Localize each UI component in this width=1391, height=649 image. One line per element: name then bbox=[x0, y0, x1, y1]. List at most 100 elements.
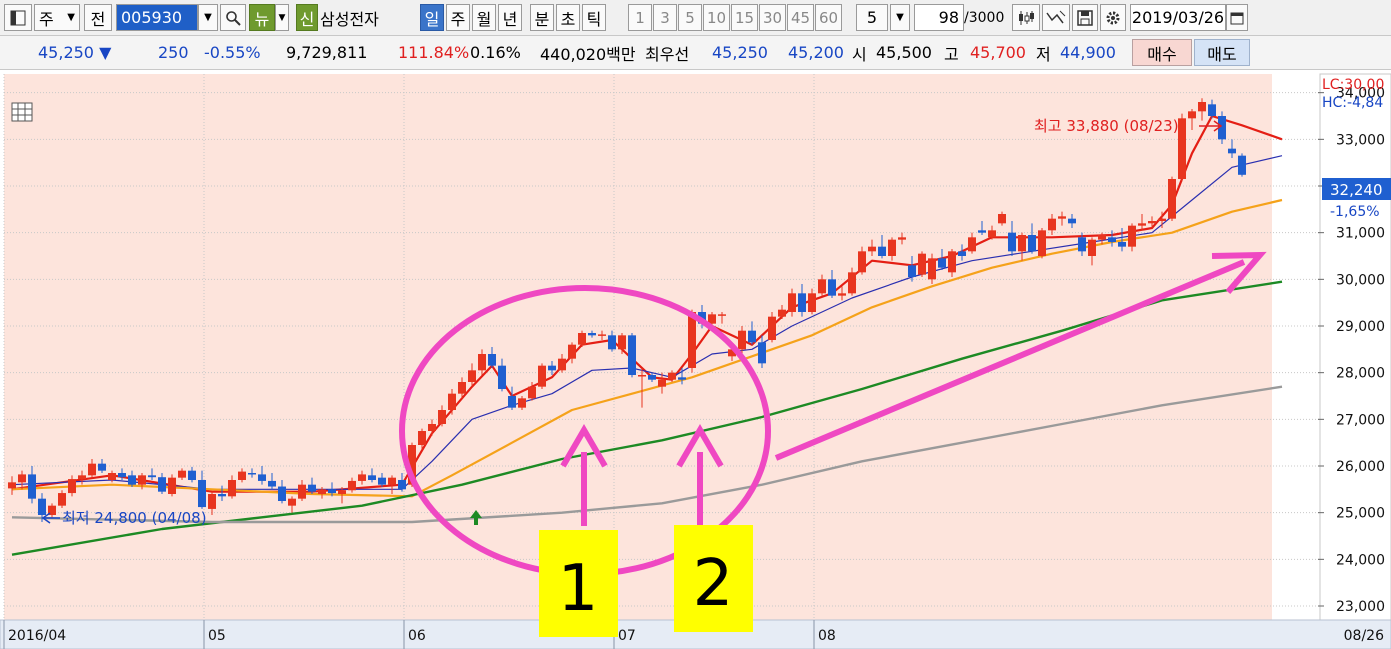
interval-option[interactable]: 30 bbox=[759, 4, 786, 31]
right-margin bbox=[1272, 74, 1318, 620]
candle-body bbox=[158, 477, 166, 492]
x-tick-label: 05 bbox=[208, 628, 226, 644]
indicator-grid-icon[interactable] bbox=[11, 102, 33, 122]
ma-line-ma60 bbox=[11, 280, 1283, 556]
annotation-trend-arrow bbox=[774, 251, 1267, 461]
period-select[interactable]: 주 ▼ bbox=[34, 4, 80, 31]
candle-body bbox=[1008, 232, 1016, 252]
candle bbox=[878, 235, 886, 259]
period-tab[interactable]: 주 bbox=[446, 4, 470, 31]
count-input[interactable]: 98 bbox=[914, 4, 964, 31]
candle-body bbox=[548, 365, 556, 371]
candle-body bbox=[408, 445, 416, 485]
candle-body bbox=[578, 333, 586, 345]
count-max: /3000 bbox=[964, 9, 1005, 26]
candle-body bbox=[1048, 218, 1056, 231]
candle-body bbox=[8, 482, 16, 489]
candle-body bbox=[868, 246, 876, 252]
interval-option[interactable]: 10 bbox=[703, 4, 730, 31]
candle bbox=[1108, 230, 1116, 247]
candle bbox=[1168, 176, 1176, 221]
chevron-down-icon: ▼ bbox=[896, 12, 904, 23]
interval-option[interactable]: 5 bbox=[678, 4, 702, 31]
candle bbox=[348, 477, 356, 493]
interval-option[interactable]: 45 bbox=[787, 4, 814, 31]
period-tab[interactable]: 초 bbox=[556, 4, 580, 31]
gear-icon[interactable] bbox=[1100, 4, 1126, 31]
period-tab[interactable]: 틱 bbox=[582, 4, 606, 31]
stock-code-input[interactable]: 005930 bbox=[116, 4, 198, 31]
candle-body bbox=[718, 314, 726, 316]
news-dropdown-button[interactable]: ▼ bbox=[275, 4, 289, 31]
candle bbox=[568, 342, 576, 364]
crosshair-icon[interactable] bbox=[1042, 4, 1070, 31]
candle bbox=[298, 480, 306, 501]
x-tick-label: 07 bbox=[618, 628, 636, 644]
period-tab[interactable]: 일 bbox=[420, 4, 444, 31]
turnover-rate: 0.16% bbox=[470, 43, 521, 62]
y-tick-label: 27,000 bbox=[1336, 412, 1385, 428]
candle-body bbox=[838, 293, 846, 296]
interval-select[interactable]: 5 bbox=[856, 4, 888, 31]
search-icon[interactable] bbox=[220, 4, 246, 31]
interval-option[interactable]: 3 bbox=[653, 4, 677, 31]
candle-body bbox=[88, 463, 96, 476]
candle bbox=[8, 476, 16, 495]
period-tab[interactable]: 년 bbox=[498, 4, 522, 31]
interval-option[interactable]: 60 bbox=[815, 4, 842, 31]
candle bbox=[778, 305, 786, 319]
candle bbox=[108, 470, 116, 483]
candle-body bbox=[1098, 235, 1106, 240]
high-price: 45,700 bbox=[970, 43, 1026, 62]
calendar-icon[interactable] bbox=[1226, 4, 1248, 31]
y-axis-panel bbox=[1319, 73, 1391, 621]
candle bbox=[338, 487, 346, 504]
candle bbox=[278, 480, 286, 504]
candle-body bbox=[348, 480, 356, 491]
price-change: 250 bbox=[158, 43, 189, 62]
interval-dropdown-button[interactable]: ▼ bbox=[890, 4, 910, 31]
y-tick-label: 25,000 bbox=[1336, 506, 1385, 522]
candle bbox=[138, 473, 146, 490]
candle bbox=[148, 468, 156, 480]
candle bbox=[858, 246, 866, 275]
candle-body bbox=[908, 265, 916, 277]
interval-option[interactable]: 15 bbox=[731, 4, 758, 31]
candle-body bbox=[1158, 218, 1166, 221]
candle-body bbox=[108, 473, 116, 480]
candle-body bbox=[518, 398, 526, 408]
hc-label: HC:-4,84 bbox=[1322, 95, 1383, 111]
candle-body bbox=[28, 474, 36, 499]
candle-body bbox=[1188, 111, 1196, 119]
window-icon[interactable] bbox=[4, 4, 32, 31]
candle-body bbox=[628, 335, 636, 375]
candle-body bbox=[208, 494, 216, 509]
candle bbox=[498, 358, 506, 392]
candle-body bbox=[668, 372, 676, 380]
period-tab[interactable]: 월 bbox=[472, 4, 496, 31]
save-icon[interactable] bbox=[1072, 4, 1098, 31]
code-dropdown-button[interactable]: ▼ bbox=[198, 4, 218, 31]
candle bbox=[908, 256, 916, 282]
candle bbox=[628, 333, 636, 378]
candle-type-icon[interactable] bbox=[1012, 4, 1040, 31]
sell-button[interactable]: 매도 bbox=[1194, 39, 1250, 66]
date-input[interactable]: 2019/03/26 bbox=[1130, 4, 1226, 31]
candle bbox=[388, 475, 396, 494]
chevron-down-icon: ▼ bbox=[278, 12, 286, 23]
prev-button[interactable]: 전 bbox=[84, 4, 112, 31]
interval-option[interactable]: 1 bbox=[628, 4, 652, 31]
best-ask: 45,250 bbox=[712, 43, 768, 62]
candle bbox=[78, 470, 86, 485]
period-tab[interactable]: 분 bbox=[530, 4, 554, 31]
candle bbox=[938, 249, 946, 270]
price-chart[interactable]: 23,000 24,000 25,000 26,000 27,000 28,000 29,0… bbox=[0, 70, 1391, 649]
new-badge[interactable]: 신 bbox=[296, 4, 318, 31]
candle-body bbox=[1068, 218, 1076, 224]
candle bbox=[688, 309, 696, 373]
candle-body bbox=[318, 489, 326, 494]
candle bbox=[418, 428, 426, 450]
news-button[interactable]: 뉴 bbox=[249, 4, 275, 31]
y-tick-label: 23,000 bbox=[1336, 599, 1385, 615]
buy-button[interactable]: 매수 bbox=[1132, 39, 1192, 66]
